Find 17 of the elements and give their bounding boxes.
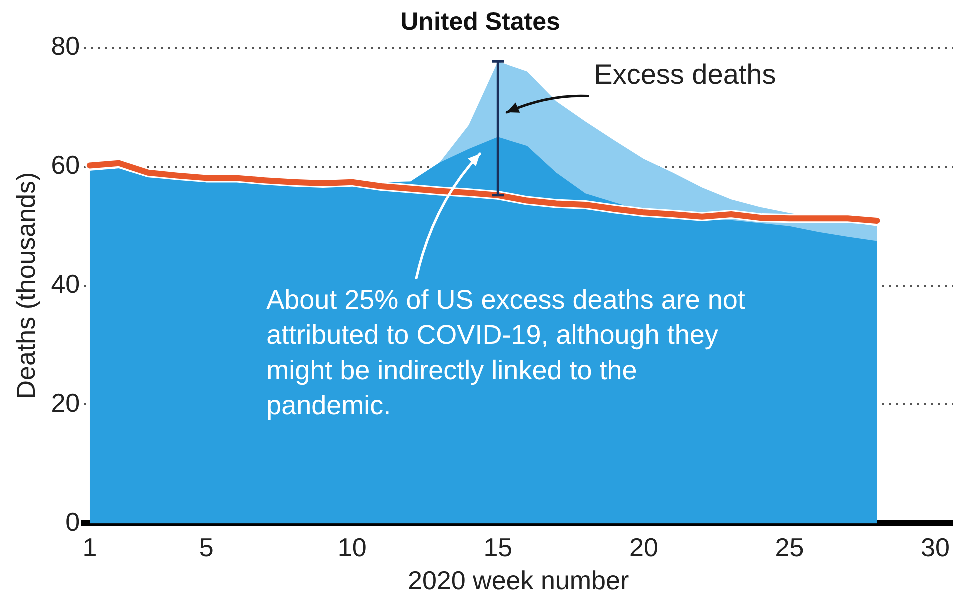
y-tick-label: 60: [51, 150, 80, 180]
y-tick-label: 40: [51, 268, 80, 299]
y-tick-label: 80: [51, 31, 80, 62]
y-axis-title: Deaths (thousands): [10, 172, 41, 400]
x-tick-label: 30: [921, 532, 950, 562]
x-tick-label: 1: [82, 532, 98, 562]
annotation: Excess deaths: [594, 58, 776, 90]
x-axis-title: 2020 week number: [408, 566, 630, 596]
chart-title: United States: [400, 8, 560, 36]
x-tick-label: 10: [338, 532, 367, 562]
x-tick-label: 25: [775, 532, 804, 562]
annotation: About 25% of US excess deaths are not attributed to COVID-19, although they might be indirectly linked to the pandemic.: [266, 285, 746, 420]
x-tick-label: 20: [629, 532, 658, 562]
y-tick-label: 0: [66, 506, 80, 537]
x-tick-label: 5: [199, 532, 214, 562]
y-tick-label: 20: [51, 388, 80, 418]
x-tick-label: 15: [484, 532, 513, 562]
